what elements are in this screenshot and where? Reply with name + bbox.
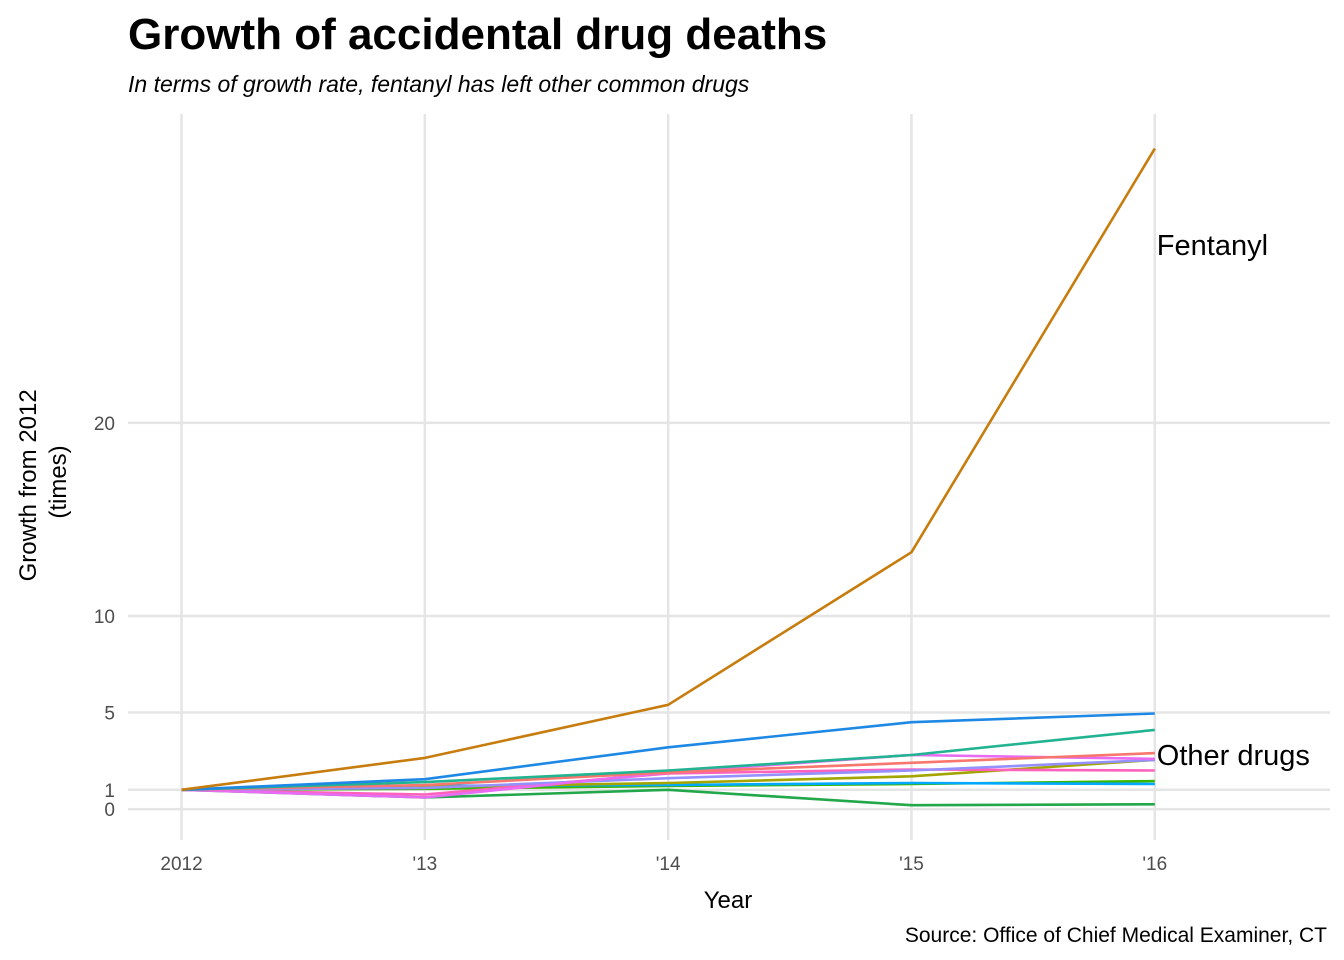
annotations: Fentanyl Other drugs bbox=[1157, 230, 1310, 772]
x-tick-label: '15 bbox=[899, 854, 924, 875]
y-axis-title-line-1: Growth from 2012 bbox=[15, 389, 42, 581]
series-line-1 bbox=[181, 712, 1155, 792]
series-lines bbox=[181, 147, 1156, 807]
series-line-0 bbox=[181, 147, 1156, 792]
x-axis-title: Year bbox=[704, 887, 753, 914]
chart-subtitle: In terms of growth rate, fentanyl has le… bbox=[128, 71, 750, 97]
y-tick-label: 1 bbox=[104, 781, 115, 802]
series-line-2 bbox=[181, 728, 1155, 792]
series-line-5 bbox=[181, 758, 1155, 792]
x-tick-label: '16 bbox=[1142, 854, 1167, 875]
y-axis-title-line-2: (times) bbox=[45, 445, 72, 518]
series-line-3 bbox=[181, 751, 1155, 792]
x-tick-label: '13 bbox=[412, 854, 437, 875]
annotation-label: Fentanyl bbox=[1157, 230, 1268, 262]
x-tick-label: '14 bbox=[656, 854, 681, 875]
y-tick-label: 5 bbox=[104, 704, 115, 725]
y-axis-title: Growth from 2012 (times) bbox=[15, 383, 72, 582]
axis-ticks: 2012 '13 '14 '15 '16 01 5 10 20 bbox=[94, 414, 1167, 875]
x-tick-label: 2012 bbox=[160, 854, 202, 875]
annotation-label: Other drugs bbox=[1157, 740, 1310, 772]
y-tick-label: 20 bbox=[94, 414, 115, 435]
chart-title: Growth of accidental drug deaths bbox=[128, 10, 827, 59]
source-caption: Source: Office of Chief Medical Examiner… bbox=[905, 924, 1327, 947]
y-tick-label: 10 bbox=[94, 607, 115, 628]
y-tick-label: 0 bbox=[104, 800, 115, 821]
